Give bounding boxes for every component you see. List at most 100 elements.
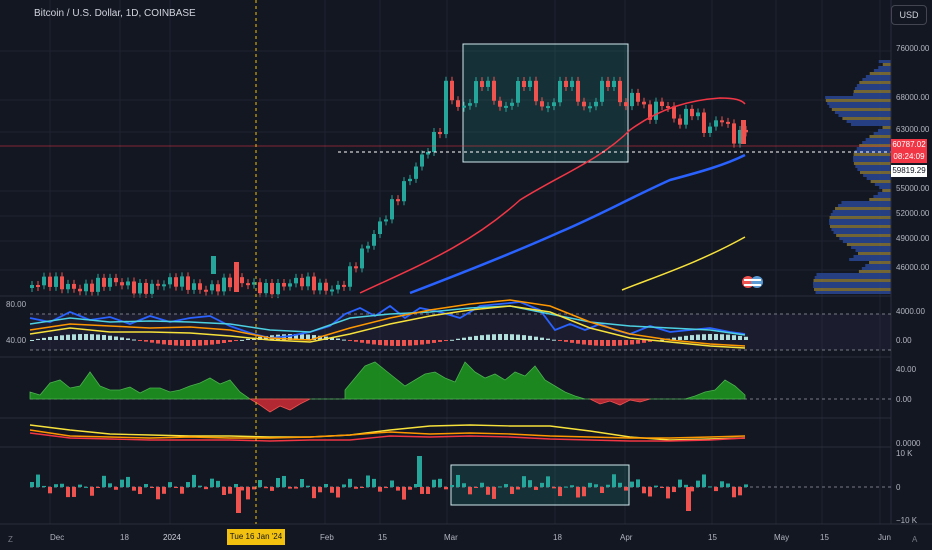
volume-delta-bar — [342, 484, 346, 487]
time-label: Apr — [620, 533, 633, 542]
volume-profile-bar — [870, 180, 891, 183]
volume-delta-bar — [510, 487, 514, 494]
oscillator-bar — [234, 340, 238, 341]
volume-delta-bar — [186, 482, 190, 487]
volume-profile-bar — [877, 192, 891, 195]
candle-body — [198, 283, 202, 290]
oscillator-bar — [588, 340, 592, 346]
oscillator-bar — [78, 334, 82, 340]
osc-right-label: 0.00 — [896, 336, 912, 345]
volume-delta-bar — [48, 487, 52, 494]
candle-body — [534, 80, 538, 102]
oscillator-bar — [342, 339, 346, 341]
oscillator-bar — [264, 335, 268, 340]
volume-delta-bar — [30, 482, 34, 487]
oscillator-bar — [126, 338, 130, 340]
candle-body — [720, 120, 724, 123]
candle-body — [444, 80, 448, 135]
oscillator-bar — [534, 336, 538, 340]
volume-profile-bar — [856, 147, 891, 150]
volume-profile-bar — [853, 93, 891, 96]
oscillator-bar — [720, 334, 724, 340]
oscillator-bar — [558, 340, 562, 341]
volume-profile-bar — [842, 240, 891, 243]
volume-delta-bar — [474, 487, 478, 488]
oscillator-bar — [426, 340, 430, 344]
candle-body — [504, 105, 508, 108]
volume-profile-bar — [878, 66, 891, 69]
volume-profile-bar — [859, 81, 891, 84]
oscillator-bar — [450, 339, 454, 341]
candle-body — [714, 120, 718, 127]
volume-delta-bar — [522, 476, 526, 487]
volume-delta-bar — [246, 487, 250, 500]
countdown-tag: 08:24:09 — [891, 151, 927, 163]
candle-body — [558, 80, 562, 103]
volume-delta-bar — [666, 487, 670, 499]
time-label: May — [774, 533, 789, 542]
volume-profile-bar — [831, 228, 891, 231]
volume-delta-bar — [468, 487, 472, 495]
volume-delta-bar — [60, 483, 64, 487]
oscillator-bar — [546, 338, 550, 340]
candle-body — [288, 283, 292, 287]
candle-body — [336, 284, 340, 290]
candle-body — [450, 80, 454, 101]
oscillator-bar — [360, 340, 364, 343]
oscillator-bar — [108, 335, 112, 340]
candle-body — [654, 101, 658, 120]
oscillator-cyan-line — [29, 305, 746, 336]
oscillator-bar — [498, 334, 502, 340]
time-label: 15 — [820, 533, 829, 542]
symbol-title[interactable]: Bitcoin / U.S. Dollar, 1D, COINBASE — [34, 8, 196, 19]
volume-profile-bar — [846, 120, 891, 123]
candle-body — [708, 126, 712, 133]
oscillator-bar — [30, 340, 34, 341]
volume-profile-bar — [831, 108, 891, 111]
volume-delta-bar — [686, 487, 691, 511]
volume-delta-bar — [318, 487, 322, 493]
volume-delta-bar — [72, 487, 76, 497]
volume-delta-bar — [540, 482, 544, 487]
volume-profile-bar — [869, 198, 891, 201]
candle-body — [108, 277, 112, 287]
oscillator-bar — [708, 334, 712, 340]
volume-delta-bar — [330, 487, 334, 493]
candle-body — [150, 283, 154, 294]
volume-delta-bar — [450, 484, 454, 487]
volume-delta-bar — [180, 487, 184, 494]
volume-profile-bar — [813, 285, 891, 288]
lines-red — [29, 432, 746, 442]
volume-delta-bar — [744, 484, 748, 487]
us-flag-icon[interactable] — [742, 276, 763, 288]
price-label: 76000.00 — [896, 44, 930, 53]
candle-body — [726, 121, 730, 124]
oscillator-bar — [696, 334, 700, 340]
volume-profile-bar — [827, 102, 891, 105]
oscillator-bar — [330, 337, 334, 340]
candle-body — [204, 289, 208, 292]
oscillator-bar — [594, 340, 598, 346]
candle-body — [576, 80, 580, 102]
volume-profile-bar — [865, 75, 891, 78]
candle-body — [252, 282, 256, 285]
volume-profile-bar — [851, 246, 891, 249]
lines-orange — [29, 429, 746, 439]
auto-scale-button[interactable]: A — [912, 535, 918, 544]
candle-body — [96, 277, 100, 292]
volume-delta-bar — [660, 487, 664, 488]
currency-button[interactable]: USD — [891, 5, 927, 25]
zoom-button[interactable]: Z — [8, 535, 13, 544]
volume-delta-bar — [54, 484, 58, 487]
price-axis: 76000.00 68000.00 63000.00 55000.00 5200… — [896, 44, 930, 525]
volume-delta-bar — [732, 487, 736, 498]
volume-delta-bar — [432, 479, 436, 487]
time-label: 15 — [708, 533, 717, 542]
volume-delta-bar — [372, 478, 376, 487]
oscillator-bar — [540, 337, 544, 340]
last-price-tag: 60787.02 — [891, 139, 927, 151]
oscillator-bar — [672, 337, 676, 340]
ma-red-line — [359, 97, 746, 294]
candle-body — [678, 118, 682, 125]
